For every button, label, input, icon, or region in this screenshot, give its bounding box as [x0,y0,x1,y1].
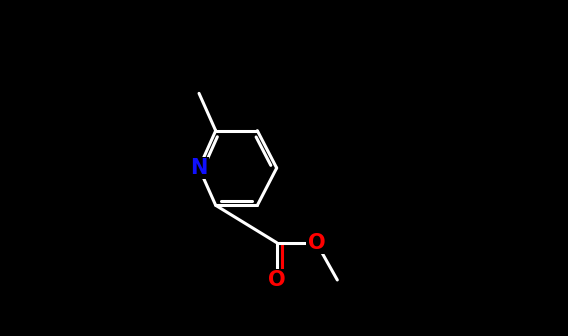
Text: O: O [268,270,286,290]
Text: O: O [307,233,325,253]
Text: N: N [190,158,208,178]
